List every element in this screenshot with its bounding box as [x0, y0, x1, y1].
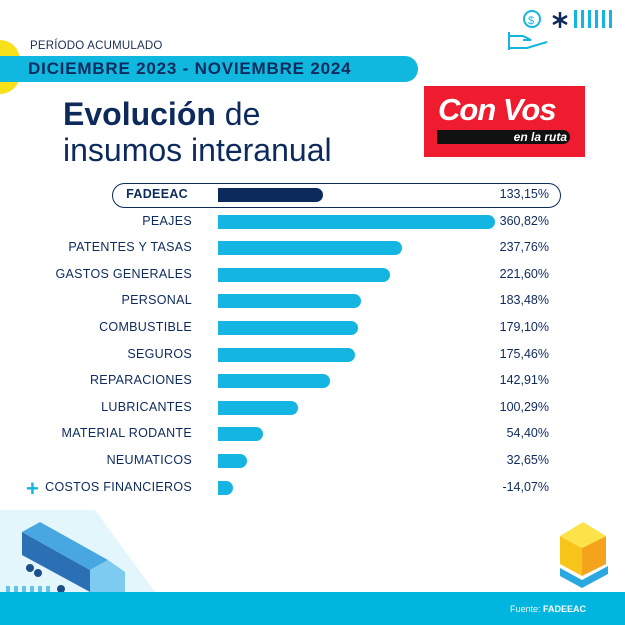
period-label: PERÍODO ACUMULADO: [30, 40, 163, 52]
category-label: REPARACIONES: [89, 373, 192, 388]
money-hand-icon: $: [508, 10, 612, 50]
value-label: 54,40%: [506, 426, 549, 441]
highlight-row-frame: [112, 183, 561, 208]
bar: [218, 454, 247, 468]
box-pallet-icon: [560, 522, 608, 588]
logo-main: Con Vos: [438, 92, 557, 127]
category-label: PATENTES Y TASAS: [68, 240, 192, 255]
bar: [218, 427, 264, 442]
source-label: Fuente:: [509, 604, 543, 614]
stripes-icon: [574, 10, 612, 28]
asterisk-icon: [552, 12, 568, 28]
category-label: NEUMATICOS: [106, 453, 192, 467]
value-label: 142,91%: [499, 373, 549, 388]
page-title: Evolución de: [63, 96, 260, 133]
bar: [218, 188, 323, 202]
value-label: 221,60%: [499, 266, 549, 281]
period-range: DICIEMBRE 2023 - NOVIEMBRE 2024: [28, 59, 352, 78]
plus-icon: +: [26, 476, 39, 501]
bar: [218, 400, 298, 415]
period-band: [0, 56, 418, 82]
category-label: COSTOS FINANCIEROS: [45, 479, 192, 494]
value-label: 175,46%: [499, 346, 549, 361]
value-label: 32,65%: [506, 453, 549, 467]
page-title-line2: insumos interanual: [63, 132, 332, 168]
svg-text:$: $: [528, 15, 534, 27]
source-name: FADEEAC: [542, 604, 586, 614]
category-label: PERSONAL: [121, 293, 192, 308]
title-bold: Evolución: [63, 96, 216, 132]
con-vos-logo: Con Vos en la ruta: [424, 86, 585, 157]
logo-bar: [437, 130, 570, 144]
category-label: MATERIAL RODANTE: [61, 426, 192, 441]
category-label: GASTOS GENERALES: [55, 266, 192, 281]
value-label: 133,15%: [499, 187, 549, 201]
footer-band: [0, 592, 625, 625]
bar: [218, 374, 331, 389]
value-label: -14,07%: [502, 479, 549, 494]
value-label: 183,48%: [499, 293, 549, 308]
bar: [218, 214, 495, 229]
source-note: Fuente: FADEEAC: [510, 604, 586, 614]
bar: [218, 241, 402, 256]
bar: [218, 294, 361, 309]
logo-sub: en la ruta: [513, 130, 567, 144]
value-label: 360,82%: [499, 213, 549, 228]
category-label: PEAJES: [142, 213, 192, 228]
truck-illustration: [0, 510, 155, 605]
bar: [218, 347, 355, 362]
title-rest: de: [215, 96, 261, 132]
value-label: 179,10%: [499, 320, 549, 334]
category-label: COMBUSTIBLE: [99, 320, 192, 334]
category-label: SEGUROS: [127, 346, 192, 361]
value-label: 237,76%: [499, 240, 549, 255]
bar: [218, 321, 358, 335]
category-label: FADEEAC: [126, 187, 188, 201]
bar: [218, 267, 390, 282]
value-label: 100,29%: [499, 399, 549, 414]
bar: [218, 480, 233, 495]
category-label: LUBRICANTES: [101, 399, 192, 414]
